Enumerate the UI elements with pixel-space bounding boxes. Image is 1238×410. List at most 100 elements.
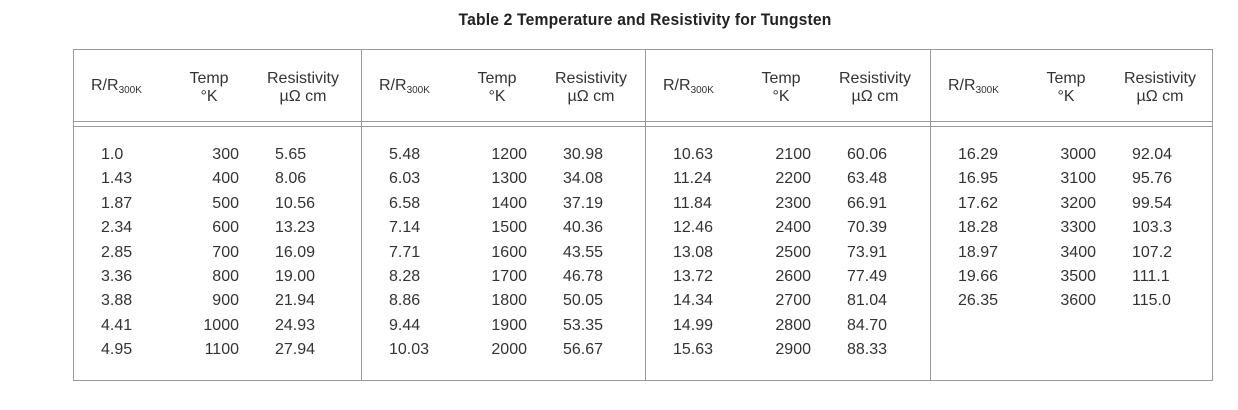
resistivity-value: 30.98	[563, 146, 604, 163]
column-resistivity: 30.98 34.08 37.19 40.36 43.55 46.78 50.05 53.35…	[563, 143, 629, 363]
temp-value: 2500	[775, 243, 811, 261]
header-resistivity: Resistivity µΩ cm	[1112, 70, 1208, 106]
header-temp: Temp °K	[471, 70, 523, 106]
temp-value: 1300	[491, 170, 527, 188]
temp-value: 3200	[1060, 194, 1096, 212]
temp-value: 3400	[1060, 243, 1096, 261]
temp-value: 800	[212, 267, 239, 285]
header-temp: Temp °K	[183, 70, 235, 106]
resistivity-value: 111.1	[1132, 267, 1170, 285]
header-resistivity-unit: µΩ cm	[567, 88, 615, 105]
ratio-value: 19.66	[958, 267, 999, 285]
temp-value: 2700	[775, 292, 811, 310]
ratio-value: 2.34	[101, 219, 133, 237]
header-resistivity-label: Resistivity	[554, 70, 627, 87]
header-resistivity: Resistivity µΩ cm	[255, 70, 351, 106]
temp-value: 2900	[775, 341, 811, 359]
header-temp-label: Temp	[761, 70, 801, 87]
header-ratio-main: R/R	[91, 77, 119, 94]
header-resistivity-unit: µΩ cm	[279, 88, 327, 105]
ratio-value: 3.88	[101, 292, 133, 310]
resistivity-value: 56.67	[563, 341, 604, 359]
header-temp: Temp °K	[1040, 70, 1092, 106]
column-ratio: 5.48 6.03 6.58 7.14 7.71 8.28 8.86 9.44 10.03	[389, 143, 449, 363]
header-temp-unit: °K	[488, 88, 506, 105]
table-frame	[73, 49, 1213, 381]
column-resistivity: 5.65 8.06 10.56 13.23 16.09 19.00 21.94 24.93 27…	[275, 143, 341, 363]
resistivity-value: 24.93	[275, 316, 316, 334]
header-temp-label: Temp	[189, 70, 229, 87]
resistivity-value: 115.0	[1132, 292, 1171, 310]
temp-value: 3000	[1060, 146, 1096, 163]
ratio-value: 16.95	[958, 170, 999, 188]
resistivity-value: 107.2	[1132, 243, 1173, 261]
temp-value: 1800	[491, 292, 527, 310]
ratio-value: 2.85	[101, 243, 133, 261]
header-ratio: R/R300K	[91, 77, 142, 96]
header-ratio: R/R300K	[948, 77, 999, 96]
column-temp: 2100 2200 2300 2400 2500 2600 2700 2800 2900	[753, 143, 811, 363]
ratio-value: 5.48	[389, 146, 421, 163]
temp-value: 600	[212, 219, 239, 237]
temp-value: 3500	[1060, 267, 1096, 285]
temp-value: 3600	[1060, 292, 1096, 310]
ratio-value: 9.44	[389, 316, 421, 334]
ratio-value: 11.24	[673, 170, 712, 188]
temp-value: 2200	[775, 170, 811, 188]
resistivity-value: 16.09	[275, 243, 316, 261]
column-ratio: 1.0 1.43 1.87 2.34 2.85 3.36 3.88 4.41 4.95	[101, 143, 161, 363]
header-ratio-subscript: 300K	[975, 85, 999, 96]
header-ratio-main: R/R	[379, 77, 407, 94]
header-ratio-subscript: 300K	[690, 85, 714, 96]
group-divider	[930, 49, 931, 381]
header-resistivity-label: Resistivity	[838, 70, 911, 87]
temp-value: 1700	[491, 267, 527, 285]
column-ratio: 10.63 11.24 11.84 12.46 13.08 13.72 14.34 14.99…	[673, 143, 733, 363]
ratio-value: 14.34	[673, 292, 714, 310]
resistivity-value: 53.35	[563, 316, 604, 334]
ratio-value: 13.72	[673, 267, 714, 285]
resistivity-value: 34.08	[563, 170, 604, 188]
resistivity-value: 66.91	[847, 194, 888, 212]
header-resistivity-unit: µΩ cm	[851, 88, 899, 105]
header-resistivity: Resistivity µΩ cm	[543, 70, 639, 106]
ratio-value: 8.28	[389, 267, 421, 285]
ratio-value: 1.43	[101, 170, 133, 188]
resistivity-value: 8.06	[275, 170, 307, 188]
temp-value: 1200	[491, 146, 527, 163]
header-temp-label: Temp	[1046, 70, 1086, 87]
resistivity-value: 84.70	[847, 316, 888, 334]
temp-value: 1400	[491, 194, 527, 212]
ratio-value: 26.35	[958, 292, 999, 310]
column-ratio: 16.29 16.95 17.62 18.28 18.97 19.66 26.35	[958, 143, 1018, 314]
resistivity-value: 50.05	[563, 292, 604, 310]
column-temp: 3000 3100 3200 3300 3400 3500 3600	[1038, 143, 1096, 314]
temp-value: 1500	[491, 219, 527, 237]
ratio-value: 7.71	[389, 243, 421, 261]
ratio-value: 18.97	[958, 243, 999, 261]
resistivity-value: 10.56	[275, 194, 316, 212]
column-resistivity: 92.04 95.76 99.54 103.3 107.2 111.1 115.0	[1132, 143, 1198, 314]
resistivity-value: 63.48	[847, 170, 888, 188]
temp-value: 1100	[204, 341, 239, 359]
header-resistivity-label: Resistivity	[266, 70, 339, 87]
ratio-value: 10.63	[673, 146, 714, 163]
header-temp-unit: °K	[772, 88, 790, 105]
header-temp-unit: °K	[1057, 88, 1075, 105]
header-ratio: R/R300K	[379, 77, 430, 96]
resistivity-value: 37.19	[563, 194, 604, 212]
resistivity-value: 13.23	[275, 219, 316, 237]
resistivity-value: 81.04	[847, 292, 888, 310]
ratio-value: 6.03	[389, 170, 421, 188]
header-resistivity-unit: µΩ cm	[1136, 88, 1184, 105]
resistivity-value: 77.49	[847, 267, 888, 285]
temp-value: 700	[212, 243, 239, 261]
resistivity-value: 40.36	[563, 219, 604, 237]
resistivity-value: 27.94	[275, 341, 316, 359]
ratio-value: 15.63	[673, 341, 714, 359]
header-resistivity-label: Resistivity	[1123, 70, 1196, 87]
ratio-value: 4.41	[101, 316, 133, 334]
header-ratio-subscript: 300K	[406, 85, 430, 96]
temp-value: 1600	[491, 243, 527, 261]
temp-value: 400	[212, 170, 239, 188]
